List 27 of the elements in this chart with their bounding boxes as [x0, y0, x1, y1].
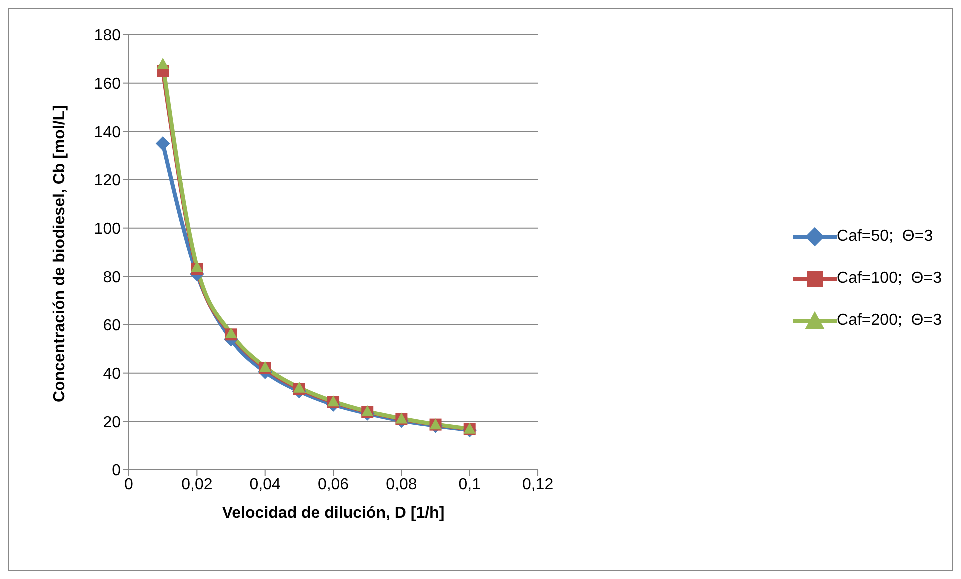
legend-label: Caf=200; Θ=3 [837, 312, 942, 330]
legend-label: Caf=50; Θ=3 [837, 228, 934, 246]
x-tick-label: 0,04 [250, 476, 282, 494]
y-tick-label: 100 [94, 221, 122, 238]
point [225, 327, 238, 338]
y-tick-label: 40 [103, 366, 122, 384]
point [156, 136, 170, 151]
y-tick-label: 60 [103, 318, 122, 335]
x-tick-label: 0,08 [386, 476, 418, 494]
x-tick-label: 0 [124, 476, 134, 494]
y-tick-label: 80 [103, 269, 122, 286]
y-axis-title: Concentración de biodiesel, Cb [mol/L] [52, 106, 69, 402]
y-tick-label: 20 [103, 414, 122, 432]
x-tick-label: 0,06 [318, 476, 350, 494]
point [157, 58, 170, 69]
x-tick-label: 0,02 [182, 476, 213, 494]
point [293, 382, 306, 393]
x-tick-label: 0,12 [522, 476, 554, 494]
y-tick-label: 160 [94, 76, 122, 94]
y-tick-label: 0 [112, 462, 122, 480]
x-tick-label: 0,1 [458, 476, 482, 494]
x-axis-title: Velocidad de dilución, D [1/h] [222, 505, 445, 522]
legend-label: Caf=100; Θ=3 [837, 270, 942, 288]
y-tick-label: 140 [94, 124, 122, 142]
y-tick-label: 120 [94, 172, 122, 190]
point [191, 261, 204, 272]
y-tick-label: 180 [94, 28, 122, 45]
